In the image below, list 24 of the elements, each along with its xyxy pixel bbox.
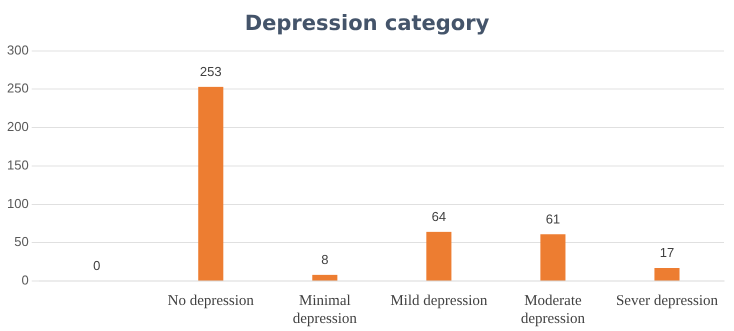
y-tick-label: 200 <box>6 119 29 134</box>
x-tick-label: Minimal depression <box>292 292 358 327</box>
data-label: 17 <box>660 245 674 260</box>
data-label: 64 <box>432 208 446 224</box>
bar <box>198 86 224 280</box>
x-tick-label: Sever depression <box>616 292 718 309</box>
data-label: 0 <box>93 258 100 274</box>
data-label: 253 <box>200 64 222 79</box>
y-tick-label: 50 <box>14 234 29 250</box>
y-tick-label: 100 <box>6 196 29 211</box>
bar <box>312 274 338 280</box>
x-tick-label: Mild depression <box>390 292 488 309</box>
data-label: 61 <box>546 211 560 226</box>
x-tick-label: Moderate depression <box>520 292 586 327</box>
x-tick-label: No depression <box>168 292 254 309</box>
chart-title: Depression category <box>244 10 490 37</box>
y-tick-label: 300 <box>6 42 29 58</box>
bar <box>654 268 680 280</box>
y-tick-label: 0 <box>21 272 29 288</box>
y-tick-label: 250 <box>6 80 29 96</box>
data-label: 8 <box>321 252 328 267</box>
y-tick-label: 150 <box>6 157 29 172</box>
bar <box>426 232 452 280</box>
bar <box>540 234 566 280</box>
